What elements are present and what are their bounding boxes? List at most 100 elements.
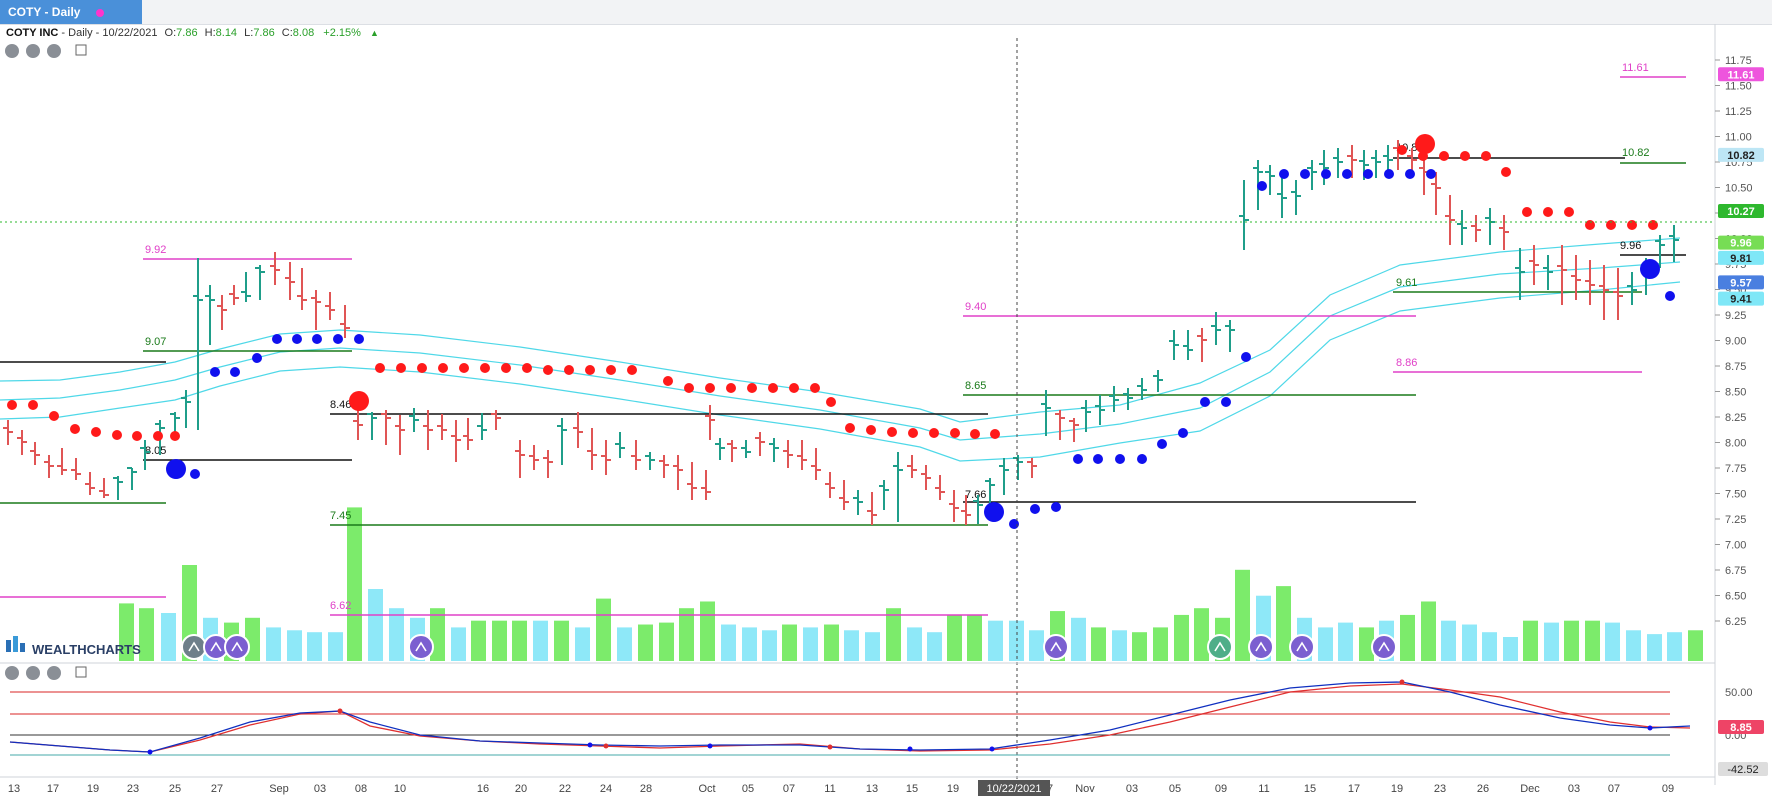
price-badge-label: 10.27: [1727, 206, 1755, 218]
ohlc-bar: [557, 418, 567, 465]
time-tick-label: Oct: [698, 783, 715, 795]
ohlc-bar: [367, 412, 377, 440]
ohlc-bar: [1669, 225, 1679, 262]
osc-low-badge-label: -42.52: [1727, 764, 1758, 776]
stop-dot-red: [480, 363, 490, 373]
ohlc-bar: [205, 285, 215, 345]
time-tick-label: 26: [1477, 783, 1489, 795]
osc-settings-icon[interactable]: [47, 666, 61, 680]
osc-reset-icon[interactable]: [5, 666, 19, 680]
price-badge-label: 9.57: [1730, 277, 1751, 289]
price-tick-label: 11.50: [1725, 81, 1752, 93]
volume-bar: [139, 608, 154, 661]
osc-add-indicator-icon[interactable]: [75, 666, 87, 678]
ohlc-bar: [769, 438, 779, 462]
event-icon[interactable]: [408, 634, 434, 660]
volume-bar: [1421, 601, 1436, 661]
event-icon[interactable]: [1043, 634, 1069, 660]
event-icon-circle: [224, 634, 250, 660]
time-tick-label: 05: [742, 783, 754, 795]
price-tick-label: 10.50: [1725, 183, 1753, 195]
volume-bar: [1523, 620, 1538, 661]
ohlc-bar: [1515, 248, 1525, 300]
stop-dot-red: [564, 365, 574, 375]
volume-bar: [947, 614, 962, 661]
level-label: 9.07: [145, 336, 166, 348]
ohlc-bar: [340, 305, 350, 338]
ohlc-bar: [381, 410, 391, 445]
osc-collapse-icon[interactable]: [26, 666, 40, 680]
ohlc-bar: [85, 472, 95, 495]
event-icon[interactable]: [1248, 634, 1274, 660]
osc-cross-dot: [587, 742, 593, 748]
stop-dot-blue: [1200, 397, 1210, 407]
ohlc-bars: [3, 140, 1679, 525]
event-icon[interactable]: [181, 634, 207, 660]
stop-dot-blue: [252, 353, 262, 363]
volume-bar: [287, 630, 302, 661]
ohlc-bar: [893, 452, 903, 522]
ohlc-bar: [853, 490, 863, 515]
stop-dot-blue: [1384, 169, 1394, 179]
stop-dot-blue: [1405, 169, 1415, 179]
collapse-icon[interactable]: [26, 44, 40, 58]
stop-dot-red: [522, 363, 532, 373]
volume-bar: [471, 620, 486, 661]
price-chart[interactable]: COTY INC - Daily - 10/22/2021 O:7.86 H:8…: [0, 24, 1772, 801]
time-tick-label: 09: [1662, 783, 1674, 795]
middle-band-line: [0, 261, 1681, 441]
header-date: 10/22/2021: [102, 27, 157, 39]
event-icon[interactable]: [1289, 634, 1315, 660]
reset-icon[interactable]: [5, 44, 19, 58]
header-open: 7.86: [176, 27, 197, 39]
volume-bar: [1194, 608, 1209, 661]
ohlc-bar: [1239, 180, 1249, 250]
ohlc-bar: [999, 458, 1009, 495]
time-tick-label: 28: [640, 783, 652, 795]
volume-bar: [1482, 632, 1497, 661]
price-tick-label: 7.25: [1725, 514, 1746, 526]
oscillator-pane: 50.000.00-42.528.85-42.52: [9, 679, 1768, 776]
level-label: 8.86: [1396, 357, 1417, 369]
ohlc-bar: [3, 420, 13, 445]
volume-bar: [1276, 586, 1291, 661]
ohlc-bar: [587, 428, 597, 470]
event-icon[interactable]: [203, 634, 229, 660]
ohlc-bar: [1277, 178, 1287, 218]
ohlc-bar: [1319, 150, 1329, 185]
time-tick-label: 27: [211, 783, 223, 795]
ohlc-bar: [573, 412, 583, 448]
price-tick-label: 8.00: [1725, 438, 1746, 450]
price-tick-label: 7.00: [1725, 540, 1746, 552]
chart-tab[interactable]: COTY - Daily: [0, 0, 142, 24]
level-label: 9.96: [1620, 240, 1641, 252]
volume-bar: [451, 627, 466, 661]
settings-icon[interactable]: [47, 44, 61, 58]
stop-dot-red: [91, 427, 101, 437]
price-tick-label: 11.00: [1725, 132, 1752, 144]
time-tick-label: Dec: [1520, 783, 1540, 795]
ohlc-bar: [99, 478, 109, 498]
volume-bar: [512, 620, 527, 661]
volume-bar: [596, 598, 611, 661]
ohlc-bar: [755, 432, 765, 456]
stop-dot-red: [375, 363, 385, 373]
level-label: 7.45: [330, 510, 351, 522]
ohlc-bar: [30, 442, 40, 465]
stop-dot-blue: [1030, 504, 1040, 514]
stop-dot-red: [789, 383, 799, 393]
level-label: 7.66: [965, 489, 986, 501]
stop-dot-red: [1627, 220, 1637, 230]
event-icon[interactable]: [1207, 634, 1233, 660]
time-tick-label: 15: [1304, 783, 1316, 795]
ohlc-bar: [1137, 378, 1147, 400]
event-icon[interactable]: [1371, 634, 1397, 660]
volume-bar: [1091, 627, 1106, 661]
event-icon-glyph: [1296, 641, 1308, 652]
add-indicator-icon[interactable]: [75, 44, 87, 56]
event-icon[interactable]: [224, 634, 250, 660]
level-label: 6.62: [330, 600, 351, 612]
ohlc-bar: [1457, 210, 1467, 245]
header-change: +2.15%: [323, 27, 361, 39]
stop-dot-red: [543, 365, 553, 375]
